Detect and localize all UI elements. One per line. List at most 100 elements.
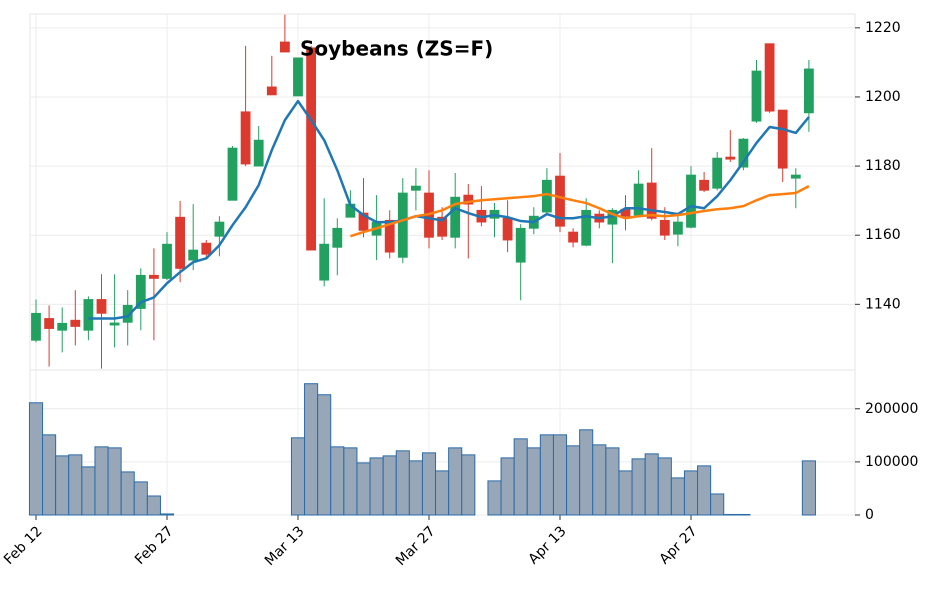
candle-body bbox=[31, 312, 41, 341]
chart-title: Soybeans (ZS=F) bbox=[300, 37, 493, 61]
candle-body bbox=[712, 157, 723, 189]
candle-body bbox=[725, 156, 736, 160]
candle-body bbox=[581, 209, 592, 246]
volume-bar bbox=[317, 394, 332, 516]
volume-bar bbox=[644, 453, 659, 516]
volume-bar bbox=[94, 446, 109, 516]
volume-bar bbox=[552, 434, 568, 516]
candle-body bbox=[175, 216, 186, 269]
volume-bar bbox=[657, 457, 672, 516]
candle-body bbox=[240, 111, 251, 165]
x-tick-label: Mar 27 bbox=[393, 523, 439, 569]
candle-body bbox=[96, 299, 107, 314]
volume-bar bbox=[55, 455, 70, 516]
candle-body bbox=[437, 216, 448, 237]
candle-body bbox=[686, 174, 696, 228]
candle-body bbox=[463, 194, 474, 205]
y-tick-label: 1140 bbox=[865, 296, 901, 312]
volume-bar bbox=[421, 452, 437, 516]
candle-body bbox=[384, 219, 395, 253]
volume-bar bbox=[801, 460, 816, 516]
y-tick-label: 1220 bbox=[865, 20, 901, 36]
candle-body bbox=[253, 139, 264, 167]
volume-bar bbox=[382, 455, 397, 516]
volume-bar bbox=[500, 457, 515, 516]
candle-body bbox=[57, 322, 68, 331]
volume-bar bbox=[395, 450, 410, 516]
candle-body bbox=[44, 318, 54, 329]
candle-body bbox=[410, 185, 421, 191]
volume-bar bbox=[697, 465, 712, 516]
volume-bar bbox=[461, 454, 476, 516]
candle-body bbox=[790, 174, 801, 179]
candle-body bbox=[515, 227, 526, 263]
candle-body bbox=[358, 212, 369, 231]
candle-body bbox=[162, 243, 172, 279]
volume-bar bbox=[68, 454, 83, 516]
candle-body bbox=[122, 304, 133, 323]
volume-bar bbox=[618, 470, 633, 516]
candle-body bbox=[646, 182, 657, 219]
candle-body bbox=[319, 243, 330, 281]
candle-body bbox=[214, 221, 225, 237]
average-line bbox=[88, 99, 810, 320]
average-line bbox=[350, 185, 810, 238]
volume-bar bbox=[631, 458, 646, 516]
volume-bar bbox=[566, 445, 581, 516]
y-tick-label: 1160 bbox=[865, 227, 901, 243]
x-tick-label: Mar 13 bbox=[262, 523, 308, 569]
candle-body bbox=[568, 231, 578, 243]
volume-bar bbox=[723, 513, 738, 516]
volume-bar bbox=[133, 481, 148, 516]
volume-bar bbox=[120, 471, 135, 516]
candle-body bbox=[188, 249, 199, 261]
x-tick-label: Feb 27 bbox=[132, 523, 177, 568]
candle-body bbox=[751, 70, 762, 122]
volume-bar bbox=[81, 466, 96, 516]
candle-body bbox=[332, 227, 343, 248]
volume-bar bbox=[107, 447, 122, 516]
candle-body bbox=[555, 175, 565, 227]
volume-bar bbox=[435, 470, 450, 516]
candle-body bbox=[109, 322, 120, 326]
candle-body bbox=[70, 319, 81, 327]
plot-layer: Feb 12 Feb 27 Mar 13 Mar 27 Apr 13 Apr 27 1140… bbox=[1, 14, 918, 569]
candle-body bbox=[673, 221, 683, 235]
volume-bar bbox=[304, 383, 319, 516]
volume-bar bbox=[526, 447, 541, 516]
volume-bar bbox=[42, 434, 57, 516]
volume-bar bbox=[592, 444, 607, 516]
volume-bar bbox=[356, 462, 371, 516]
volume-bar bbox=[513, 438, 528, 516]
x-tick-label: Apr 13 bbox=[525, 523, 569, 567]
candle-body bbox=[542, 179, 552, 213]
volume-bar bbox=[579, 429, 594, 516]
volume-bar bbox=[736, 513, 751, 516]
candle-body bbox=[777, 109, 788, 169]
volume-bar bbox=[28, 402, 44, 516]
volume-bar bbox=[343, 447, 358, 516]
volume-bar bbox=[670, 477, 685, 516]
candle-body bbox=[764, 43, 775, 112]
y-tick-label: 1200 bbox=[865, 89, 901, 105]
volume-bar bbox=[539, 434, 554, 516]
y-tick-label: 1180 bbox=[865, 158, 901, 174]
volume-bar bbox=[487, 480, 502, 516]
volume-tick-label: 200000 bbox=[865, 401, 918, 417]
volume-bar bbox=[408, 460, 423, 516]
volume-bar bbox=[683, 470, 699, 516]
volume-bar bbox=[710, 493, 725, 516]
candle-body bbox=[633, 183, 644, 216]
volume-bar bbox=[290, 437, 306, 516]
candle-body bbox=[699, 179, 709, 191]
volume-bar bbox=[369, 457, 384, 516]
candle-body bbox=[266, 86, 277, 96]
candle-body bbox=[201, 242, 212, 255]
volume-bar bbox=[159, 513, 175, 516]
candle-body bbox=[227, 147, 238, 201]
candle-body bbox=[306, 47, 317, 251]
candle-body bbox=[450, 196, 461, 238]
x-tick-label: Apr 27 bbox=[656, 523, 700, 567]
volume-bar bbox=[448, 447, 463, 516]
